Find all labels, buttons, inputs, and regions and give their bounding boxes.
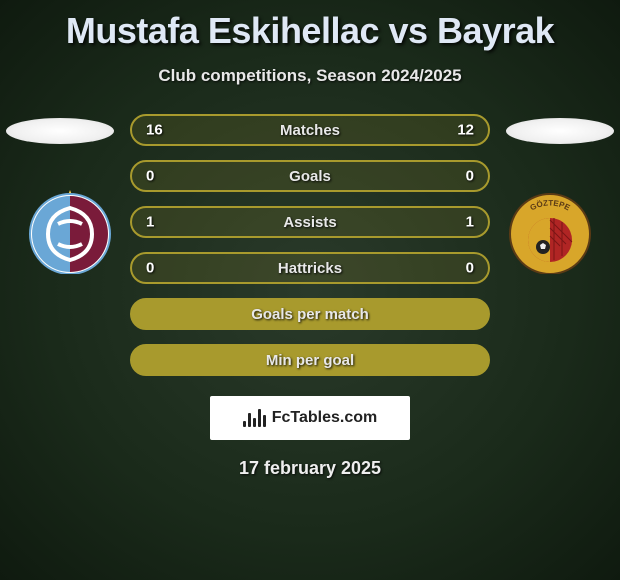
stat-bar: 0 Goals 0 (130, 160, 490, 192)
stat-label: Assists (283, 214, 336, 231)
fctables-label: FcTables.com (272, 409, 378, 427)
page-subtitle: Club competitions, Season 2024/2025 (0, 66, 620, 86)
stat-label: Goals per match (251, 306, 369, 323)
bar-chart-icon (243, 409, 266, 427)
stat-bar: Goals per match (130, 298, 490, 330)
comparison-arena: GÖZTEPE 16 Matches 12 0 Goals 0 1 Assists 1 0 Hatt… (0, 114, 620, 479)
stat-label: Hattricks (278, 260, 342, 277)
stat-bar: Min per goal (130, 344, 490, 376)
stat-value-right: 12 (457, 122, 474, 139)
stat-bar: 16 Matches 12 (130, 114, 490, 146)
stat-label: Matches (280, 122, 340, 139)
stat-bar: 1 Assists 1 (130, 206, 490, 238)
page-title: Mustafa Eskihellac vs Bayrak (0, 0, 620, 52)
team-crest-right: GÖZTEPE (500, 190, 600, 274)
fctables-badge: FcTables.com (210, 396, 410, 440)
stat-value-left: 1 (146, 214, 154, 231)
team-crest-left (20, 190, 120, 274)
stat-label: Min per goal (266, 352, 354, 369)
stat-value-left: 0 (146, 168, 154, 185)
stat-value-left: 0 (146, 260, 154, 277)
player-head-right (506, 118, 614, 144)
stat-value-right: 1 (466, 214, 474, 231)
stat-bars: 16 Matches 12 0 Goals 0 1 Assists 1 0 Hattricks 0 Go… (130, 114, 490, 376)
stat-value-right: 0 (466, 260, 474, 277)
player-head-left (6, 118, 114, 144)
stat-value-right: 0 (466, 168, 474, 185)
stat-bar: 0 Hattricks 0 (130, 252, 490, 284)
comparison-date: 17 february 2025 (0, 458, 620, 479)
stat-value-left: 16 (146, 122, 163, 139)
stat-label: Goals (289, 168, 331, 185)
